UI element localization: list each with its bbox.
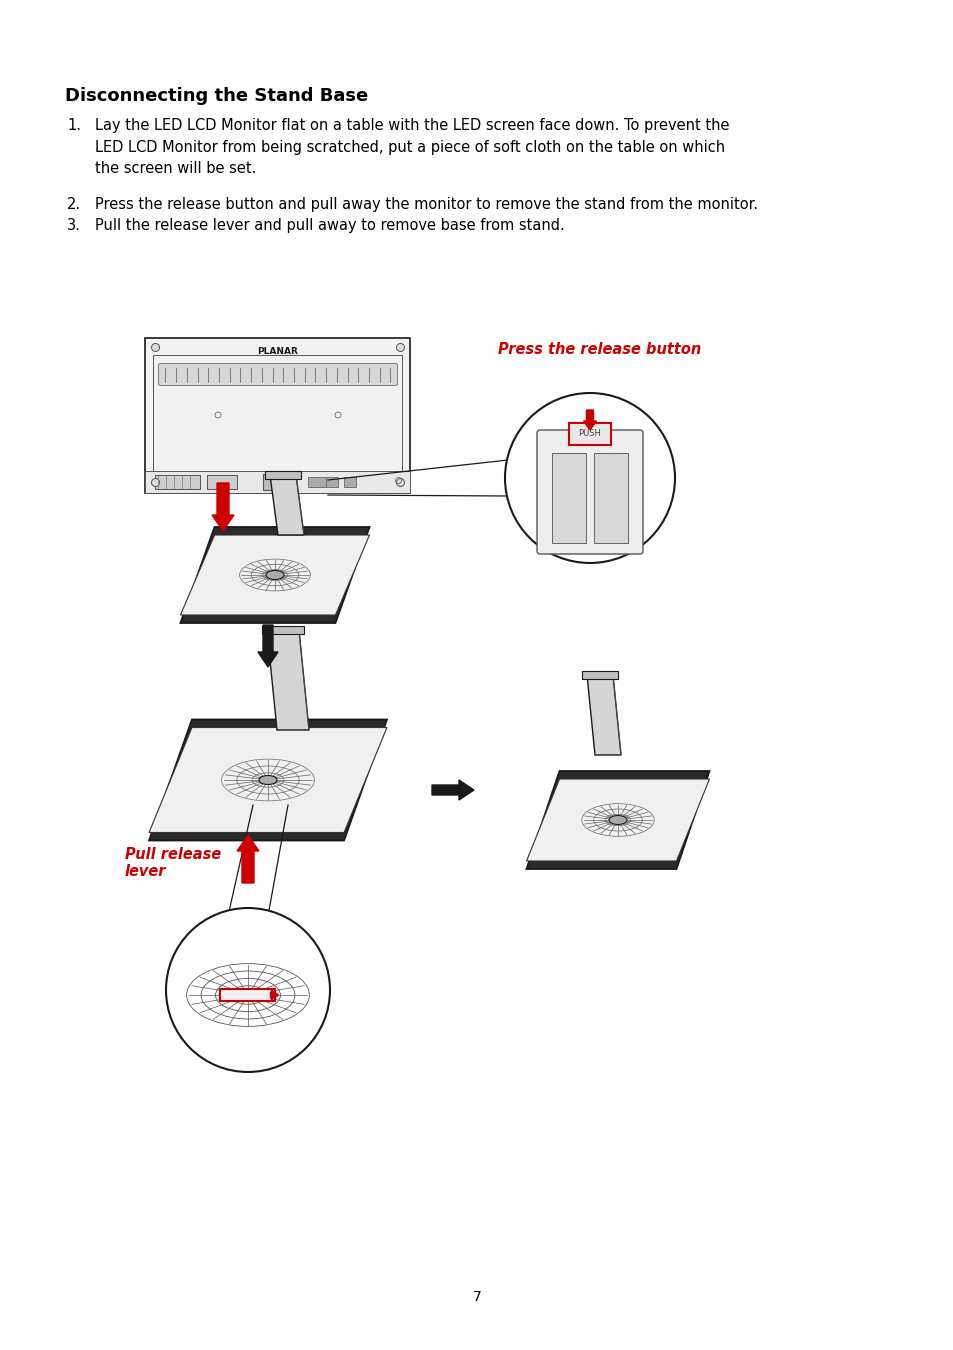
- FancyBboxPatch shape: [158, 363, 397, 386]
- Circle shape: [396, 343, 404, 351]
- FancyArrow shape: [432, 780, 474, 801]
- Bar: [344, 477, 355, 486]
- Text: Pull release
lever: Pull release lever: [125, 846, 221, 879]
- Text: Disconnecting the Stand Base: Disconnecting the Stand Base: [65, 86, 368, 105]
- Polygon shape: [149, 720, 387, 841]
- Bar: [308, 477, 326, 486]
- Text: 1.: 1.: [67, 117, 81, 134]
- Text: Press the release button and pull away the monitor to remove the stand from the : Press the release button and pull away t…: [95, 197, 758, 212]
- Bar: [326, 477, 337, 486]
- FancyBboxPatch shape: [537, 431, 642, 554]
- FancyArrow shape: [257, 625, 277, 667]
- Polygon shape: [270, 475, 304, 535]
- Bar: [594, 454, 627, 543]
- Bar: [552, 454, 585, 543]
- Polygon shape: [586, 675, 620, 755]
- FancyArrow shape: [583, 410, 596, 431]
- FancyArrow shape: [236, 836, 258, 883]
- Circle shape: [504, 393, 675, 563]
- Ellipse shape: [608, 815, 626, 825]
- Bar: [208, 474, 237, 489]
- FancyArrow shape: [212, 483, 233, 531]
- Polygon shape: [267, 630, 309, 730]
- Text: 3.: 3.: [67, 217, 81, 234]
- Bar: [263, 474, 293, 490]
- Circle shape: [152, 478, 159, 486]
- Ellipse shape: [258, 775, 276, 784]
- Circle shape: [396, 478, 404, 486]
- Bar: [153, 355, 402, 485]
- Text: PUSH: PUSH: [578, 429, 600, 439]
- Bar: [146, 471, 410, 493]
- Bar: [146, 338, 410, 493]
- Circle shape: [152, 343, 159, 351]
- Bar: [155, 474, 200, 489]
- Ellipse shape: [266, 571, 284, 579]
- Text: 2.: 2.: [67, 197, 81, 212]
- Text: Press the release button: Press the release button: [497, 342, 700, 356]
- Polygon shape: [180, 526, 369, 622]
- Text: PLANAR: PLANAR: [257, 347, 298, 356]
- FancyArrow shape: [271, 990, 278, 1000]
- Bar: [265, 471, 301, 479]
- Polygon shape: [180, 535, 369, 616]
- Text: Lay the LED LCD Monitor flat on a table with the LED screen face down. To preven: Lay the LED LCD Monitor flat on a table …: [95, 117, 729, 177]
- Bar: [262, 626, 304, 634]
- Text: Pull the release lever and pull away to remove base from stand.: Pull the release lever and pull away to …: [95, 217, 564, 234]
- Polygon shape: [526, 779, 709, 861]
- Bar: [568, 423, 610, 446]
- Polygon shape: [526, 771, 709, 869]
- Circle shape: [166, 909, 330, 1072]
- Polygon shape: [149, 728, 387, 833]
- Bar: [581, 671, 618, 679]
- Bar: [220, 990, 275, 1000]
- Text: 7: 7: [472, 1291, 481, 1304]
